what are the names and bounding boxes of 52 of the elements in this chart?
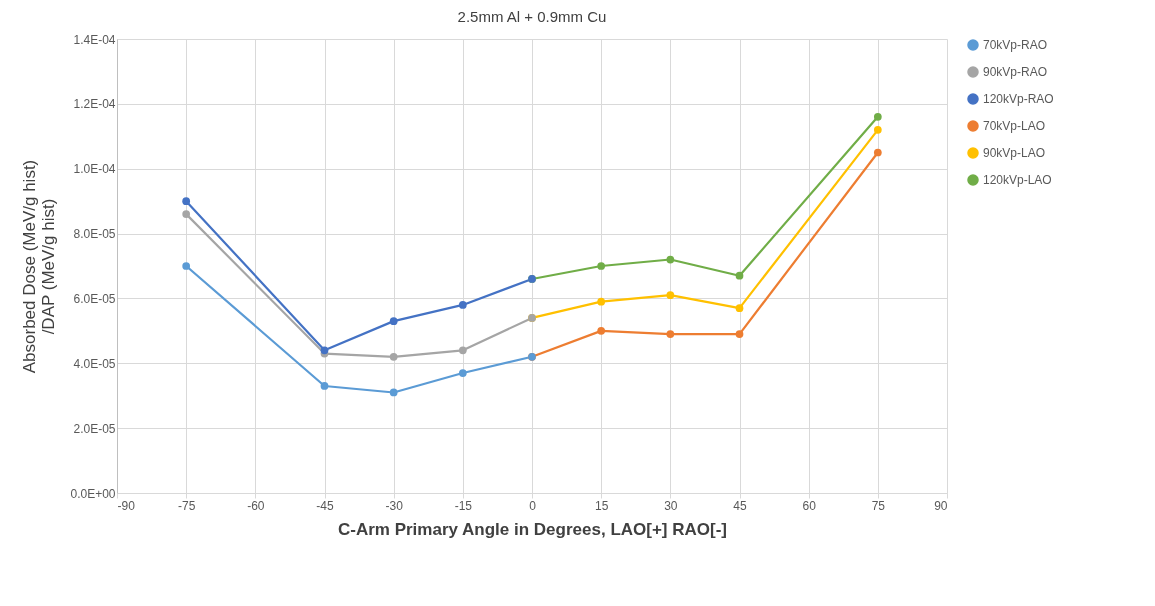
x-tick-label: -45 xyxy=(316,498,334,513)
x-tick-label: 60 xyxy=(802,498,817,513)
point xyxy=(458,369,467,377)
point xyxy=(458,346,467,355)
point xyxy=(666,330,675,338)
x-tick-label: -60 xyxy=(247,498,265,513)
x-tick-label: -30 xyxy=(385,498,404,513)
point xyxy=(735,330,744,338)
legend-label: 70kVp-RAO xyxy=(983,38,1048,52)
point xyxy=(873,148,882,157)
point xyxy=(389,388,398,397)
y-tick-label: 0.0E+00 xyxy=(70,486,116,501)
point xyxy=(735,271,744,280)
y-tick-label: 1.0E-04 xyxy=(73,162,116,177)
point xyxy=(389,352,398,361)
y-tick-label: 2.0E-05 xyxy=(73,421,116,436)
point xyxy=(182,197,191,206)
point xyxy=(873,112,882,121)
legend-label: 120kVp-LAO xyxy=(983,173,1052,187)
x-axis-title: C-Arm Primary Angle in Degrees, LAO[+] RAO[-] xyxy=(337,519,728,539)
x-tick-label: 75 xyxy=(871,498,886,513)
y-tick-label: 1.2E-04 xyxy=(73,97,116,112)
x-tick-label: 90 xyxy=(934,498,948,513)
point xyxy=(597,326,606,335)
point xyxy=(389,317,398,325)
point xyxy=(666,291,675,300)
point xyxy=(458,301,467,309)
y-axis-title: Absorbed Dose (MeV/g hist) /DAP (MeV/g hist) xyxy=(20,159,59,374)
legend-label: 70kVp-LAO xyxy=(983,119,1046,133)
legend-label: 90kVp-LAO xyxy=(983,146,1046,160)
y-tick-label: 1.4E-04 xyxy=(73,32,116,47)
point xyxy=(320,382,329,390)
y-tick-label: 8.0E-05 xyxy=(73,227,116,242)
x-tick-label: 30 xyxy=(664,498,678,513)
x-tick-label: -90 xyxy=(117,498,136,513)
point xyxy=(182,262,191,270)
legend-label: 90kVp-RAO xyxy=(983,65,1048,79)
x-tick-label: -15 xyxy=(454,498,473,513)
legend-label: 120kVp-RAO xyxy=(983,92,1054,106)
x-tick-label: -75 xyxy=(177,498,196,513)
point xyxy=(182,210,191,218)
x-tick-label: 15 xyxy=(594,498,609,513)
point xyxy=(873,125,882,134)
point xyxy=(666,255,675,264)
chart-title: 2.5mm Al + 0.9mm Cu xyxy=(457,8,607,25)
x-tick-label: 0 xyxy=(529,498,537,513)
point xyxy=(597,297,606,306)
x-tick-label: 45 xyxy=(733,498,747,513)
y-tick-label: 6.0E-05 xyxy=(73,291,116,306)
point xyxy=(597,262,606,270)
point xyxy=(735,304,744,313)
y-tick-label: 4.0E-05 xyxy=(73,356,116,371)
